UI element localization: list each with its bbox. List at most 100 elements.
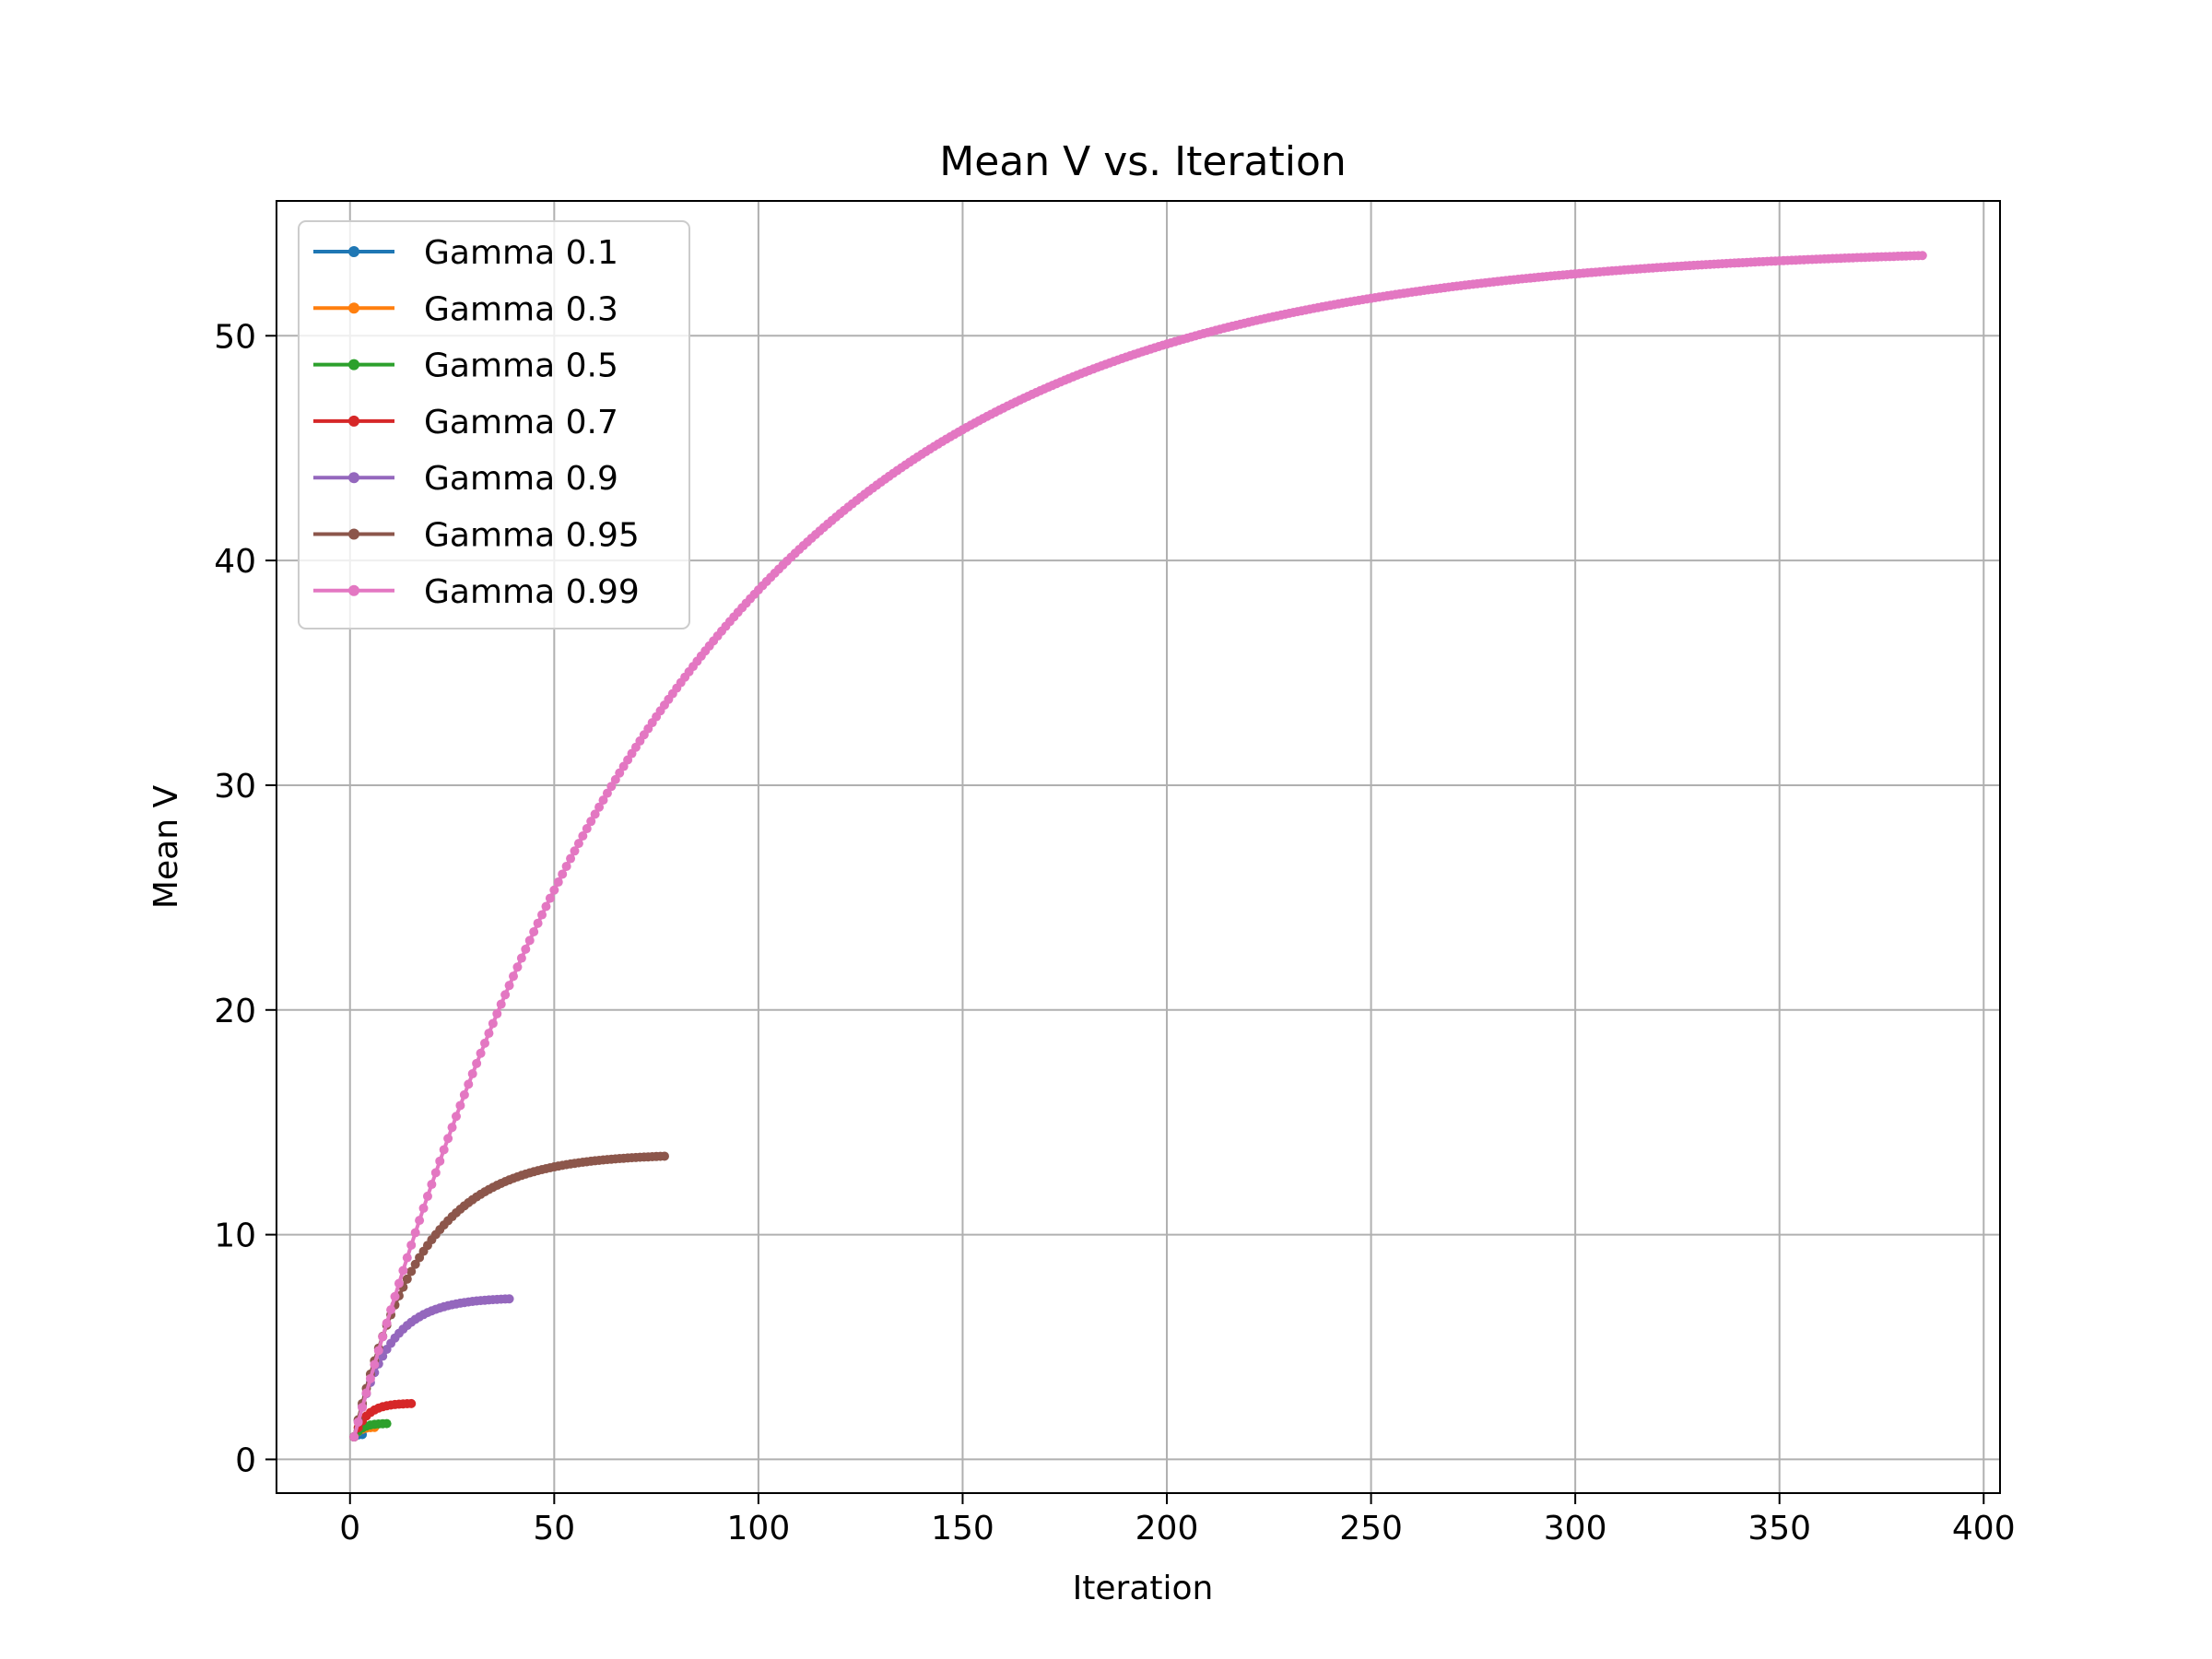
x-tick-label: 100 bbox=[727, 1510, 791, 1547]
y-tick-label: 0 bbox=[235, 1441, 256, 1479]
data-point bbox=[451, 1112, 461, 1122]
x-tick-label: 250 bbox=[1339, 1510, 1403, 1547]
legend-label: Gamma 0.7 bbox=[424, 404, 618, 441]
data-point bbox=[496, 999, 506, 1009]
data-point bbox=[529, 927, 539, 936]
data-point bbox=[566, 853, 576, 864]
plot-frame bbox=[276, 200, 2001, 1494]
legend-entry: Gamma 0.9 bbox=[313, 460, 618, 498]
y-tick-label: 50 bbox=[214, 318, 256, 356]
data-point bbox=[549, 885, 559, 895]
data-point bbox=[382, 1318, 392, 1328]
data-point bbox=[586, 817, 596, 827]
x-tick-label: 50 bbox=[533, 1510, 575, 1547]
data-point bbox=[476, 1048, 486, 1058]
data-point bbox=[402, 1274, 412, 1284]
data-point bbox=[378, 1332, 388, 1342]
data-point bbox=[464, 1079, 474, 1089]
data-point bbox=[422, 1191, 432, 1201]
y-tick-label: 30 bbox=[214, 768, 256, 806]
data-point bbox=[410, 1259, 420, 1269]
data-point bbox=[500, 990, 511, 1000]
legend-marker bbox=[348, 415, 359, 427]
x-tick-label: 350 bbox=[1747, 1510, 1811, 1547]
legend-entry: Gamma 0.7 bbox=[313, 404, 618, 441]
data-point bbox=[570, 846, 580, 856]
data-point bbox=[439, 1145, 449, 1155]
legend-marker bbox=[348, 359, 359, 371]
data-point bbox=[365, 1373, 375, 1383]
series-gamma-0-7 bbox=[349, 1398, 417, 1442]
legend-label: Gamma 0.9 bbox=[424, 460, 618, 498]
data-point bbox=[427, 1180, 437, 1190]
legend-label: Gamma 0.5 bbox=[424, 347, 618, 385]
x-axis: 0 50 100 150 200 250 300 350 400 bbox=[339, 1493, 2016, 1547]
data-point bbox=[492, 1008, 502, 1018]
y-tick-label: 40 bbox=[214, 543, 256, 581]
data-point bbox=[370, 1359, 380, 1370]
data-point bbox=[358, 1403, 368, 1413]
legend-marker bbox=[348, 302, 359, 314]
legend-entry: Gamma 0.1 bbox=[313, 234, 618, 272]
data-point bbox=[615, 768, 625, 778]
data-point bbox=[504, 981, 514, 991]
data-point bbox=[553, 877, 563, 888]
data-point bbox=[602, 788, 612, 798]
data-point bbox=[541, 901, 551, 912]
data-point bbox=[459, 1089, 469, 1100]
data-point bbox=[402, 1253, 412, 1263]
data-point bbox=[659, 1151, 669, 1161]
legend-label: Gamma 0.95 bbox=[424, 517, 640, 555]
legend-label: Gamma 0.3 bbox=[424, 290, 618, 328]
x-tick-label: 0 bbox=[339, 1510, 360, 1547]
grid bbox=[276, 201, 2000, 1493]
legend-label: Gamma 0.99 bbox=[424, 573, 640, 611]
data-point bbox=[590, 809, 600, 819]
data-point bbox=[386, 1305, 396, 1315]
data-point bbox=[382, 1418, 392, 1429]
x-tick-label: 200 bbox=[1135, 1510, 1199, 1547]
data-point bbox=[484, 1029, 494, 1039]
data-point bbox=[598, 795, 608, 806]
data-point bbox=[516, 953, 526, 963]
data-point bbox=[521, 944, 531, 954]
y-tick-label: 10 bbox=[214, 1218, 256, 1255]
data-point bbox=[582, 824, 592, 834]
series-gamma-0-99 bbox=[349, 251, 1927, 1442]
data-point bbox=[410, 1228, 420, 1238]
data-point bbox=[606, 782, 617, 792]
data-point bbox=[430, 1168, 441, 1178]
data-point bbox=[455, 1100, 465, 1111]
data-point bbox=[353, 1417, 363, 1427]
data-point bbox=[447, 1123, 457, 1133]
x-tick-label: 400 bbox=[1952, 1510, 2016, 1547]
legend-entry: Gamma 0.99 bbox=[313, 573, 640, 611]
data-point bbox=[480, 1038, 489, 1048]
data-point bbox=[537, 910, 547, 920]
x-tick-label: 150 bbox=[931, 1510, 994, 1547]
data-point bbox=[594, 802, 605, 812]
data-point bbox=[373, 1346, 383, 1356]
data-point bbox=[488, 1018, 498, 1029]
data-point bbox=[418, 1203, 429, 1213]
data-point bbox=[610, 774, 620, 784]
data-point bbox=[361, 1388, 371, 1398]
data-point bbox=[394, 1278, 404, 1288]
legend-marker bbox=[348, 528, 359, 540]
y-tick-label: 20 bbox=[214, 993, 256, 1030]
data-point bbox=[406, 1240, 417, 1250]
y-axis: 0 10 20 30 40 50 bbox=[214, 318, 276, 1479]
data-point bbox=[390, 1291, 400, 1301]
data-point bbox=[406, 1266, 417, 1277]
legend-marker bbox=[348, 584, 359, 596]
data-point bbox=[406, 1398, 417, 1408]
legend-label: Gamma 0.1 bbox=[424, 234, 618, 272]
legend: Gamma 0.1 Gamma 0.3 Gamma 0.5 Gamma 0.7 Gamm… bbox=[298, 220, 690, 629]
data-point bbox=[509, 971, 519, 982]
data-point bbox=[545, 893, 555, 903]
x-tick-label: 300 bbox=[1544, 1510, 1607, 1547]
data-point bbox=[533, 918, 543, 928]
y-axis-label: Mean V bbox=[147, 785, 185, 910]
legend-marker bbox=[348, 246, 359, 257]
